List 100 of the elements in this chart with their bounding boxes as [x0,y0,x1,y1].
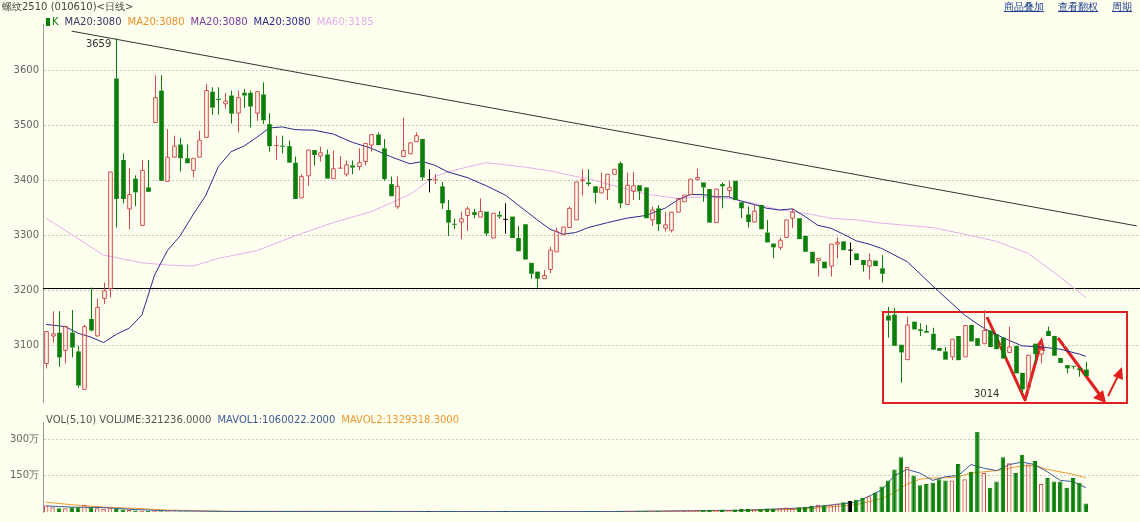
text: MA60:3185 [316,16,374,27]
candlestick [70,309,75,358]
candlestick [121,152,126,204]
candlestick [414,131,419,143]
bar [911,475,916,512]
candlestick [1007,326,1012,353]
candlestick [861,260,866,273]
candlestick [880,254,885,284]
text: 查看翻权 [1058,1,1098,12]
bar [879,486,884,512]
candlestick [114,37,119,229]
candlestick [382,138,387,182]
bar [1013,473,1018,512]
candlestick [1026,354,1031,394]
candlestick [389,175,394,197]
candlestick [165,128,170,182]
bar [975,431,980,512]
candlestick [185,144,190,164]
candlestick [432,173,439,185]
chart-title: 螺纹2510 (010610)<日线> [2,1,134,13]
candlestick [350,159,355,175]
candlestick [446,199,451,237]
candlestick [420,139,425,182]
candlestick [89,287,94,331]
y-tick-label: 3200 [13,284,39,296]
bar [943,480,948,512]
candlestick [261,81,266,125]
candlestick [790,207,795,229]
candlestick [306,149,311,187]
candlestick [586,168,591,187]
bar [1045,477,1050,512]
candlestick [223,92,228,110]
text: MA20:3080 [253,16,311,27]
y-tick-label: 150万 [9,469,39,481]
candlestick [580,168,585,197]
candlestick [1084,361,1089,377]
candlestick [497,210,502,220]
text: MAVOL2:1329318.3000 [341,414,460,425]
annotation: VOL(5,10) VOLUME:321236.0000 [46,414,212,425]
candlestick [153,74,158,123]
candlestick [924,324,929,333]
candlestick [656,204,661,232]
candlestick [982,309,987,345]
candlestick [376,131,381,146]
candlestick [867,252,872,280]
legend-label: K [52,16,59,27]
annotation: MA20:3080 [127,16,185,27]
candlestick [727,180,732,198]
candlestick [502,202,509,235]
candlestick [357,147,362,171]
candlestick [299,173,304,199]
candlestick [401,117,406,158]
candlestick [51,310,56,344]
candlestick [720,181,725,209]
text: 周期 [1112,1,1132,12]
candlestick [593,186,598,204]
text: 商品叠加 [1004,1,1044,12]
y-tick-label: 3400 [13,174,39,186]
candlestick [516,225,521,252]
candlestick [816,257,821,278]
candlestick [76,345,81,389]
candlestick [943,346,948,360]
candlestick [395,175,400,210]
candlestick [1020,372,1025,394]
candlestick [701,182,706,203]
candlestick [325,148,330,179]
candlestick [229,90,234,125]
candlestick [331,150,336,180]
candlestick [127,167,132,230]
bar [841,502,846,512]
candlestick [133,174,138,207]
candlestick [236,90,241,133]
candlestick [637,185,642,201]
candlestick [918,322,923,337]
candlestick [57,310,62,368]
bar [930,482,935,512]
candlestick [146,159,151,192]
candlestick [273,135,280,161]
bar [892,469,897,512]
candlestick [140,159,145,226]
bar [1077,482,1082,512]
annotation: 3014 [974,388,1000,400]
annotation: MA20:3080 [64,16,122,27]
candlestick [312,150,317,166]
candlestick [1077,368,1082,378]
candlestick [426,168,433,193]
candlestick [440,181,445,210]
candlestick [159,74,164,181]
candlestick [478,197,483,218]
annotation: MA20:3080 [190,16,248,27]
candlestick [739,202,744,219]
text: MAVOL1:1060022.2000 [217,414,336,425]
candlestick [172,135,177,158]
bar [873,492,878,512]
candlestick [899,344,904,384]
candlestick [293,156,298,199]
y-tick-label: 3500 [13,119,39,131]
candlestick [178,137,183,172]
bar [860,497,865,512]
y-tick-label: 3300 [13,229,39,241]
